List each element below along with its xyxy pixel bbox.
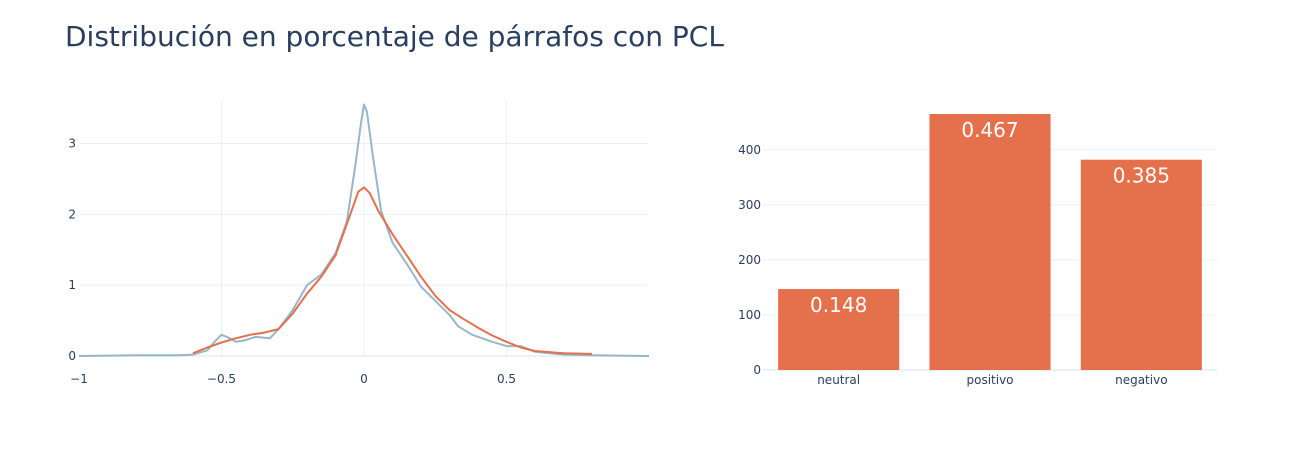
kde-x-tick-label: −1 <box>70 372 88 386</box>
bar-negativo <box>1080 159 1202 370</box>
kde-y-tick-label: 1 <box>68 278 76 292</box>
bar-plot: 0.148 0.467 0.385 <box>778 114 1202 370</box>
kde-y-tick-label: 3 <box>68 137 76 151</box>
kde-y-tick-label: 0 <box>68 349 76 363</box>
bar-y-tick-label: 300 <box>738 198 761 212</box>
bar-axes: 0 100 200 300 400 neutral positivo negativo <box>738 143 1167 387</box>
kde-plot <box>78 103 650 357</box>
bar-y-tick-label: 0 <box>753 363 761 377</box>
kde-series-line-orange <box>192 186 593 355</box>
bar-category-label: positivo <box>966 373 1013 387</box>
kde-gridlines <box>79 101 649 357</box>
bar-y-tick-label: 200 <box>738 253 761 267</box>
bar-positivo <box>929 114 1051 370</box>
kde-series-line-blue <box>78 103 650 357</box>
kde-x-tick-label: −0.5 <box>207 372 236 386</box>
bar-value-label: 0.385 <box>1113 164 1170 188</box>
bar-category-label: negativo <box>1115 373 1167 387</box>
bar-value-label: 0.148 <box>810 293 867 317</box>
kde-x-tick-label: 0.5 <box>497 372 516 386</box>
bar-category-label: neutral <box>817 373 860 387</box>
chart-title: Distribución en porcentaje de párrafos c… <box>65 20 724 53</box>
bar-value-label: 0.467 <box>961 118 1018 142</box>
kde-axes: 0 1 2 3 −1 −0.5 0 0.5 <box>68 137 516 387</box>
kde-y-tick-label: 2 <box>68 207 76 221</box>
bar-y-tick-label: 100 <box>738 308 761 322</box>
kde-x-tick-label: 0 <box>360 372 368 386</box>
bar-y-tick-label: 400 <box>738 143 761 157</box>
bar-neutral <box>778 289 900 370</box>
